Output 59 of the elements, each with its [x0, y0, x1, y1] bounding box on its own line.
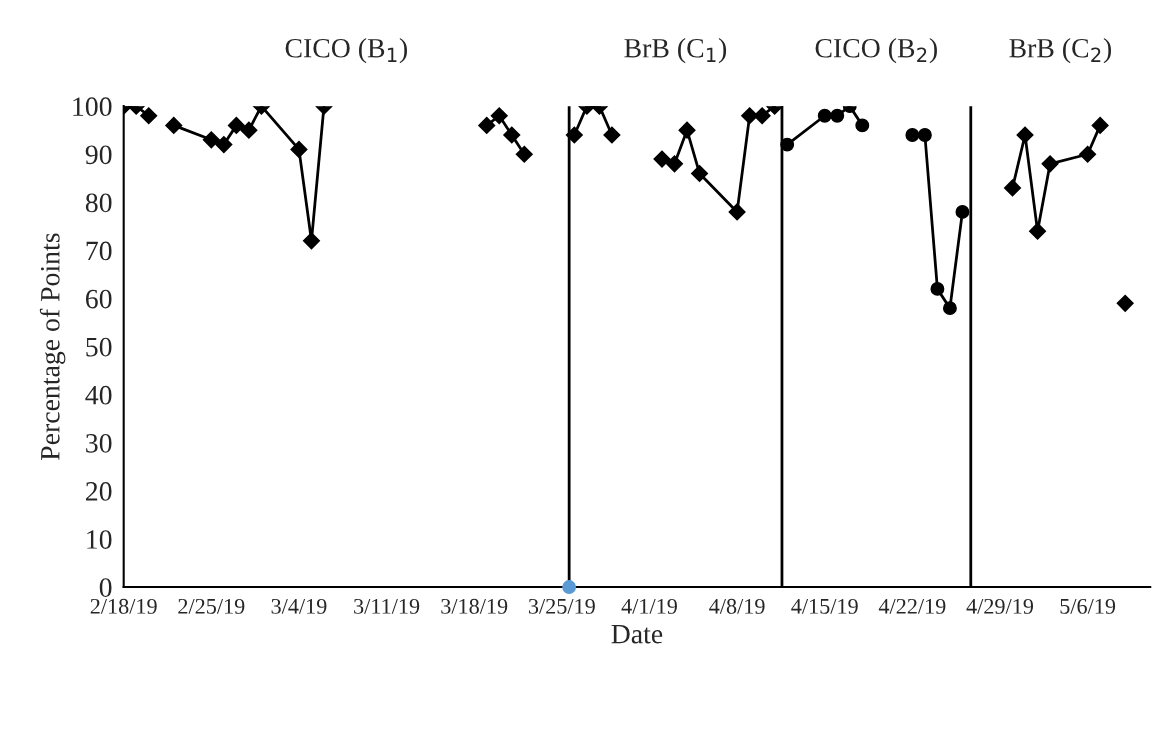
point: [603, 126, 621, 144]
point: [515, 145, 533, 163]
x-tick-label: 4/8/19: [709, 598, 765, 614]
point: [490, 107, 508, 125]
x-tick-label: 2/25/19: [178, 598, 245, 614]
y-tick-label: 70: [86, 241, 112, 261]
point: [665, 155, 684, 173]
point: [817, 108, 832, 123]
y-tick-label: 40: [85, 385, 112, 405]
point: [930, 281, 945, 296]
point: [855, 118, 870, 133]
x-tick-label: 2/18/19: [90, 598, 157, 614]
point: [690, 164, 709, 183]
y-tick-label: 20: [86, 482, 112, 501]
point: [753, 107, 771, 125]
y-tick-label: 0: [99, 578, 112, 597]
y-tick-label: 100: [73, 97, 112, 117]
text: BrB (C$_{1}$): [624, 38, 727, 64]
x-tick-label: 4/15/19: [791, 598, 858, 614]
y-tick-label: 50: [86, 337, 112, 357]
point: [653, 150, 671, 168]
point: [942, 301, 957, 316]
y-tick-label: 10: [87, 530, 112, 549]
point: [1029, 222, 1047, 240]
point: [1116, 294, 1134, 312]
point: [302, 232, 321, 250]
x-tick-label: 3/11/19: [354, 598, 420, 614]
x-tick-label: 4/1/19: [621, 598, 677, 614]
point: [1003, 179, 1022, 197]
point: [503, 126, 521, 144]
y-tick-label: 30: [86, 433, 112, 453]
x-tick-label: 5/6/19: [1060, 598, 1116, 614]
point: [290, 140, 308, 158]
text: BrB (C$_{2}$): [1009, 38, 1112, 64]
text: CICO (B$_{2}$): [815, 38, 937, 64]
text: CICO (B$_{1}$): [285, 38, 407, 64]
point: [830, 108, 845, 123]
point: [678, 121, 696, 139]
x-tick-label: 3/4/19: [271, 598, 327, 614]
point: [1079, 145, 1097, 163]
x-tick-label: 3/25/19: [528, 598, 595, 614]
y-axis-title: Percentage of Points: [39, 233, 66, 460]
point: [565, 126, 583, 144]
x-tick-label: 3/18/19: [441, 598, 508, 614]
x-tick-label: 4/29/19: [966, 598, 1034, 614]
x-axis-title: Date: [611, 624, 663, 644]
point: [905, 128, 920, 142]
y-tick-label: 90: [85, 145, 112, 165]
y-tick-label: 80: [85, 193, 112, 213]
point: [728, 203, 746, 221]
point: [780, 137, 795, 152]
x-tick-label: 4/22/19: [878, 598, 946, 614]
point: [955, 204, 970, 219]
point: [478, 116, 496, 134]
point: [917, 128, 932, 142]
point: [1016, 126, 1034, 144]
point: [1041, 155, 1059, 173]
point: [1091, 116, 1109, 134]
y-tick-label: 60: [86, 289, 112, 309]
